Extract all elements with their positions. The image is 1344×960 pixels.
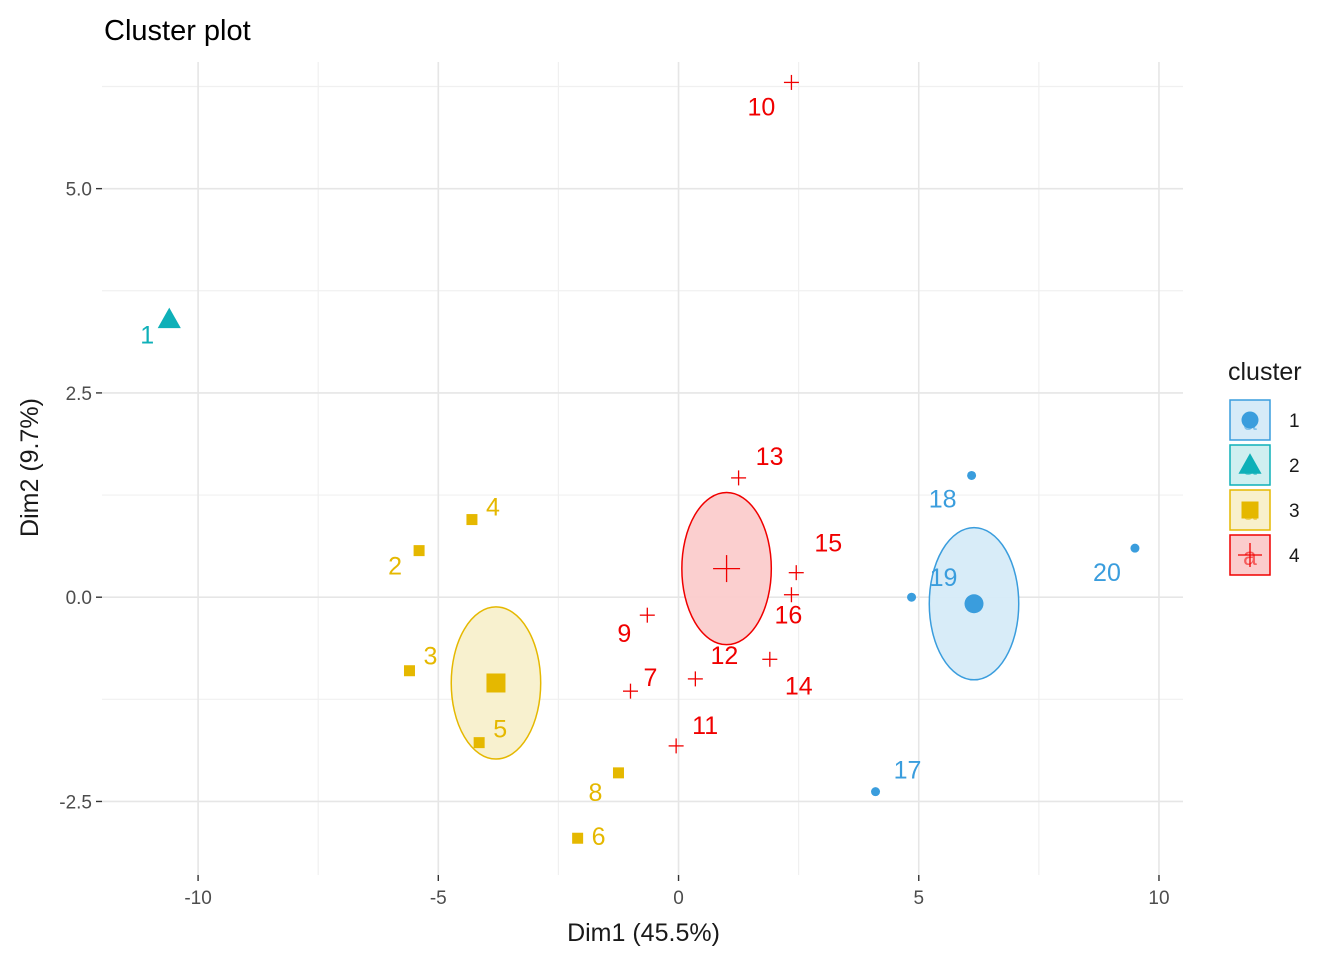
point-label-7: 7 bbox=[644, 664, 658, 692]
x-tick-label: -5 bbox=[430, 888, 447, 909]
y-axis-title: Dim2 (9.7%) bbox=[16, 398, 44, 537]
legend-label-3: 3 bbox=[1289, 501, 1300, 522]
x-tick-label: 0 bbox=[673, 888, 684, 909]
point-6 bbox=[572, 832, 584, 844]
grid bbox=[102, 62, 1183, 875]
point-13 bbox=[731, 470, 747, 486]
point-12 bbox=[687, 671, 703, 687]
point-label-3: 3 bbox=[424, 643, 438, 671]
point-label-2: 2 bbox=[388, 553, 402, 581]
cluster-4-centroid bbox=[713, 555, 741, 583]
point-label-5: 5 bbox=[493, 716, 507, 744]
point-label-4: 4 bbox=[486, 494, 500, 522]
point-10 bbox=[783, 74, 799, 90]
point-label-13: 13 bbox=[756, 443, 784, 471]
x-tick-label: -10 bbox=[184, 888, 211, 909]
point-label-17: 17 bbox=[894, 757, 922, 785]
point-label-11: 11 bbox=[692, 712, 718, 740]
point-19 bbox=[907, 592, 917, 602]
legend-label-1: 1 bbox=[1289, 411, 1300, 432]
cluster-3-centroid bbox=[486, 673, 506, 693]
legend-key-glyph bbox=[1238, 453, 1262, 474]
point-8 bbox=[612, 767, 624, 779]
x-tick-label: 10 bbox=[1148, 888, 1169, 909]
point-7 bbox=[622, 683, 638, 699]
point-label-14: 14 bbox=[785, 672, 813, 700]
point-9 bbox=[639, 607, 655, 623]
point-label-19: 19 bbox=[930, 564, 958, 592]
y-tick-label: 5.0 bbox=[66, 180, 92, 201]
point-3 bbox=[403, 665, 415, 677]
legend-key-2: a bbox=[1229, 444, 1271, 486]
point-15 bbox=[788, 565, 804, 581]
legend-title: cluster bbox=[1228, 358, 1302, 386]
point-label-9: 9 bbox=[617, 620, 631, 648]
point-label-6: 6 bbox=[592, 823, 606, 851]
point-label-18: 18 bbox=[929, 485, 957, 513]
y-tick-label: -2.5 bbox=[59, 792, 92, 813]
axes: -10 -5 0 5 10 -2.5 0.0 2.5 5.0 bbox=[59, 180, 1169, 909]
x-tick-label: 5 bbox=[913, 888, 924, 909]
legend-key-glyph bbox=[1241, 411, 1259, 429]
data-points bbox=[157, 74, 1140, 844]
x-axis-title: Dim1 (45.5%) bbox=[567, 919, 720, 947]
y-tick-label: 2.5 bbox=[66, 384, 92, 405]
point-4 bbox=[466, 514, 478, 526]
legend-key-3: a bbox=[1229, 489, 1271, 531]
y-tick-label: 0.0 bbox=[66, 588, 92, 609]
legend-label-2: 2 bbox=[1289, 456, 1300, 477]
point-label-8: 8 bbox=[589, 779, 603, 807]
legend-label-4: 4 bbox=[1289, 546, 1300, 567]
point-label-20: 20 bbox=[1093, 559, 1121, 587]
legend: cluster a1a2a3a4 bbox=[1228, 358, 1302, 576]
legend-key-glyph bbox=[1241, 501, 1259, 519]
legend-key-glyph bbox=[1238, 543, 1262, 567]
cluster-1-centroid bbox=[964, 594, 984, 614]
point-14 bbox=[762, 651, 778, 667]
point-5 bbox=[473, 737, 485, 749]
point-label-12: 12 bbox=[710, 642, 738, 670]
point-11 bbox=[668, 738, 684, 754]
point-17 bbox=[871, 787, 881, 797]
point-label-1: 1 bbox=[140, 321, 154, 349]
point-1 bbox=[157, 307, 181, 329]
point-18 bbox=[967, 470, 977, 480]
cluster-ellipses bbox=[450, 491, 1020, 760]
legend-key-4: a bbox=[1229, 534, 1271, 576]
point-16 bbox=[783, 587, 799, 603]
point-2 bbox=[413, 545, 425, 557]
point-label-10: 10 bbox=[748, 93, 776, 121]
point-label-15: 15 bbox=[814, 530, 842, 558]
point-20 bbox=[1130, 543, 1140, 553]
point-label-16: 16 bbox=[775, 602, 803, 630]
chart-title: Cluster plot bbox=[104, 15, 251, 47]
legend-key-1: a bbox=[1229, 399, 1271, 441]
